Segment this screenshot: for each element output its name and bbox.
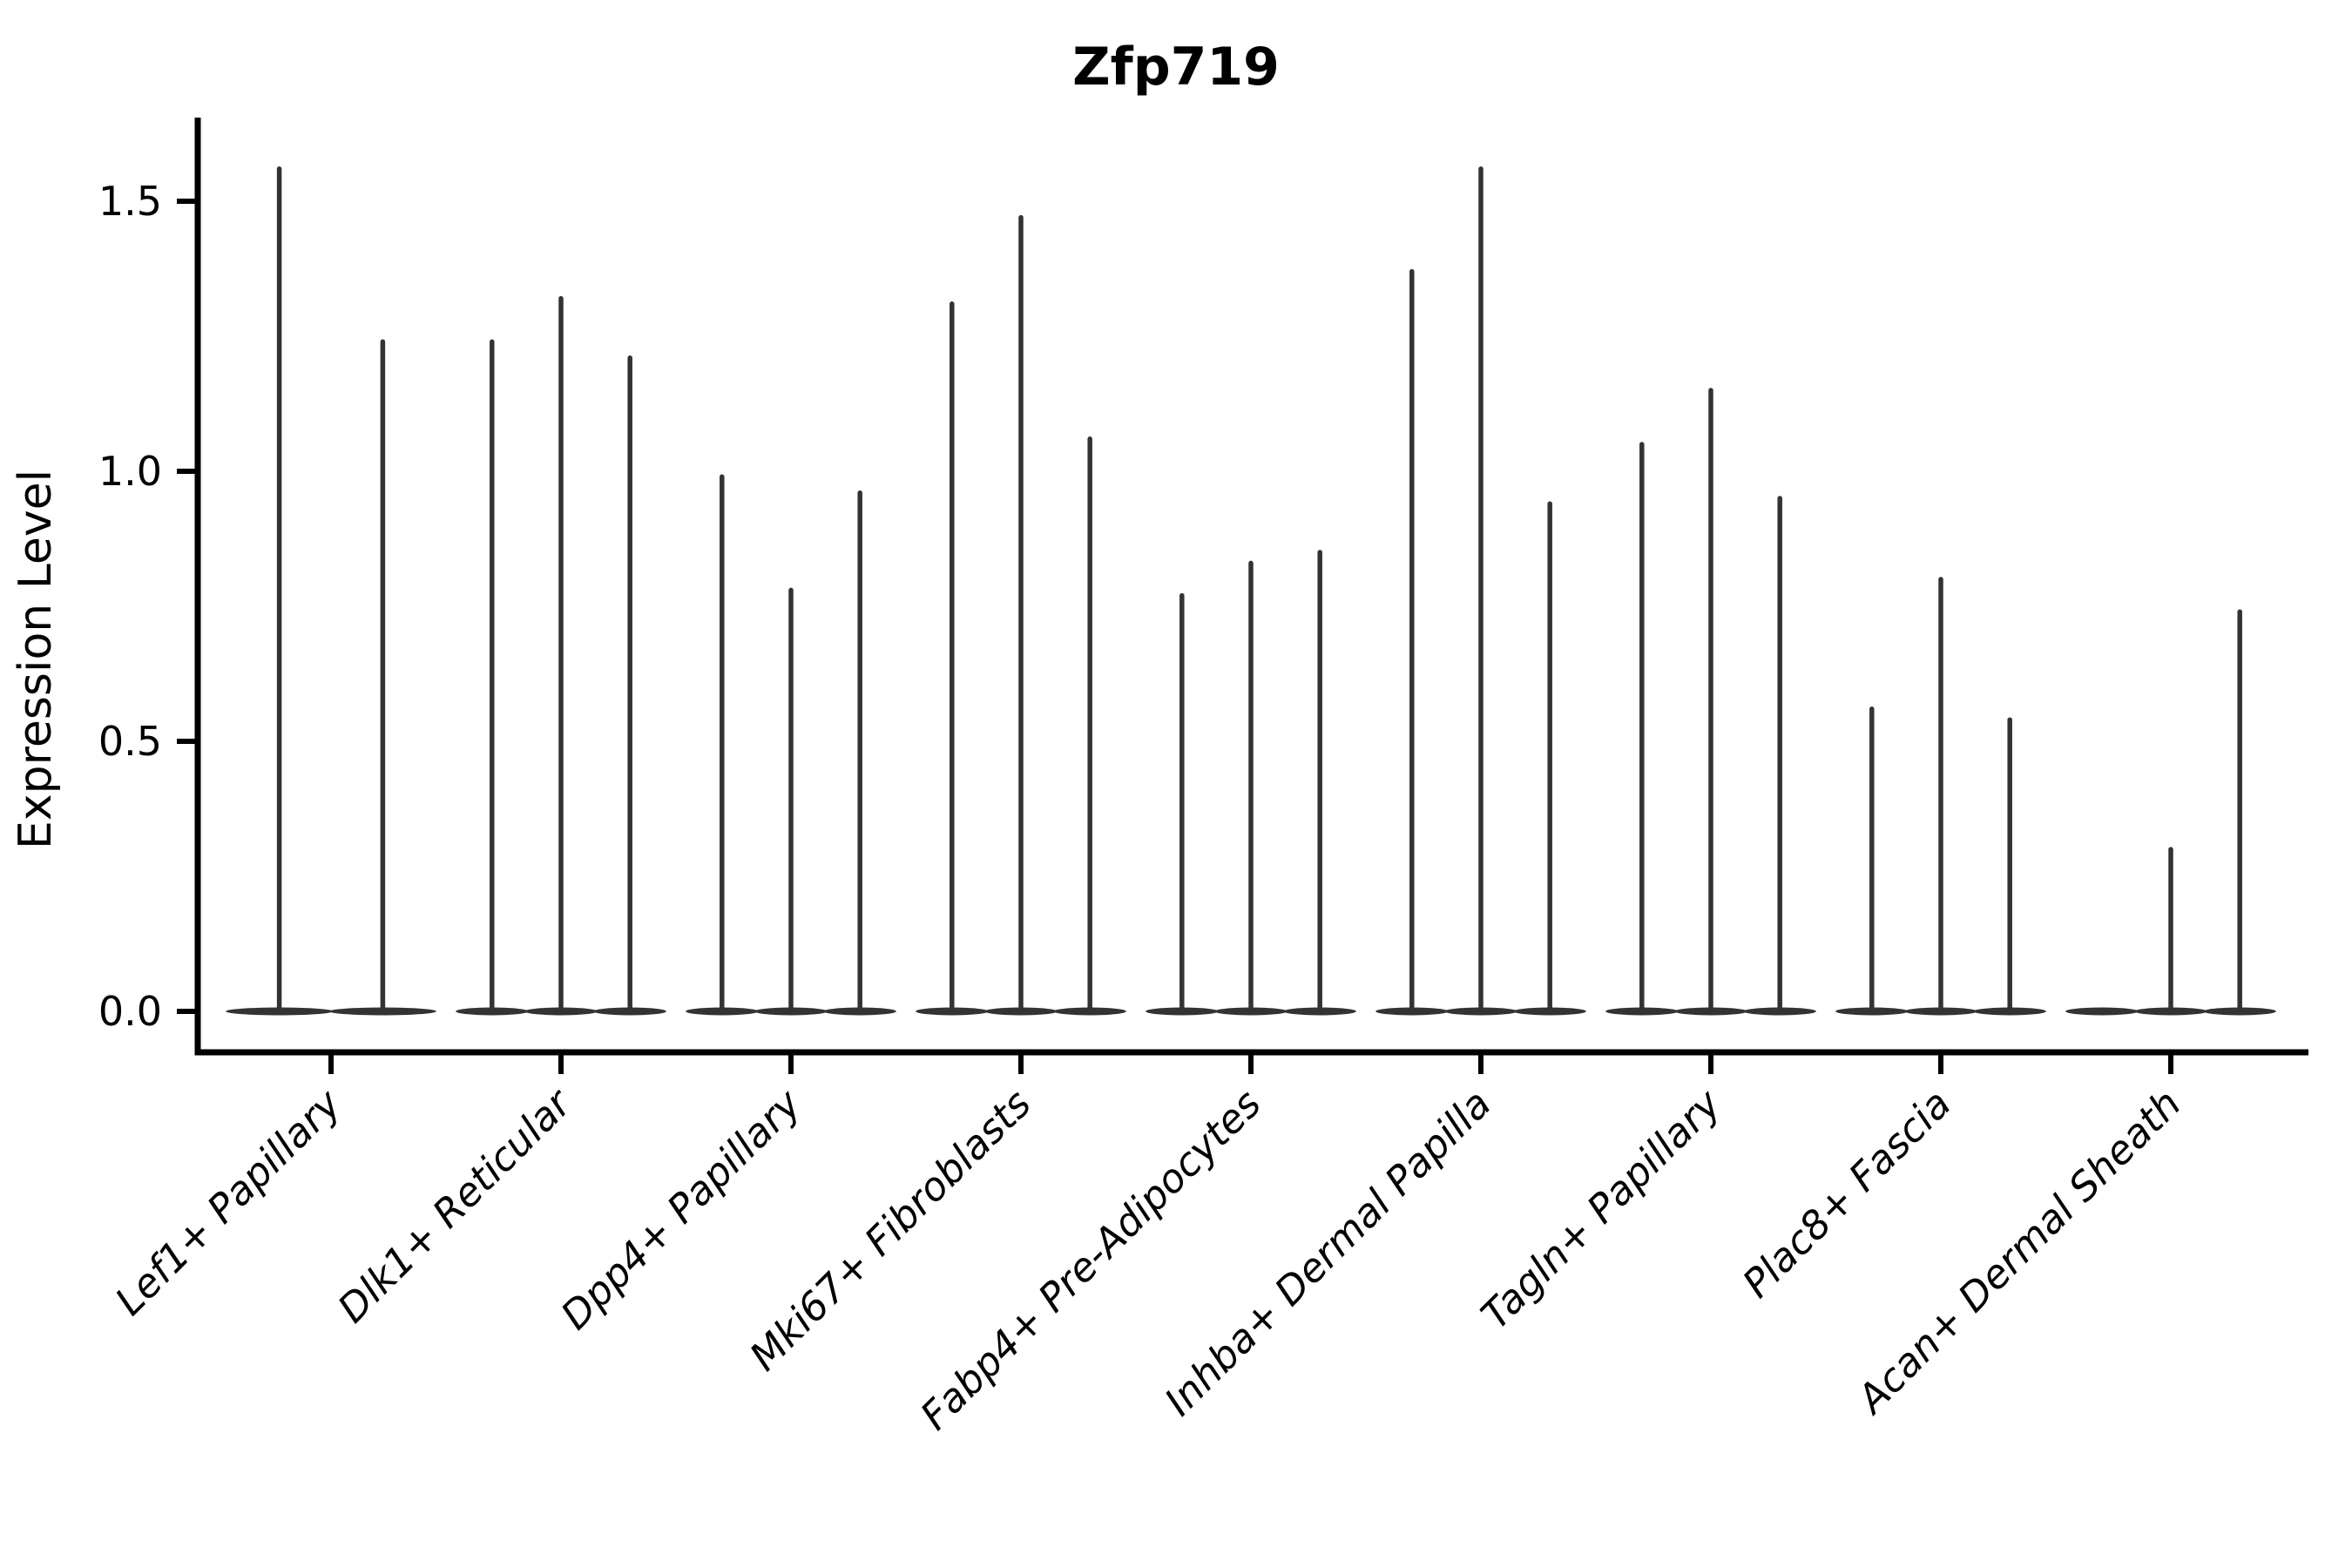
- y-axis-ticks: 0.0 0.5 1.0 1.5: [98, 178, 198, 1035]
- x-tick-label-2: Dpp4+ Papillary: [552, 1079, 811, 1338]
- plot-title: Zfp719: [1072, 37, 1280, 98]
- x-tick-label-1: Dlk1+ Reticular: [328, 1079, 581, 1332]
- violin-base-8-0: [2065, 1007, 2139, 1016]
- violin-group-7: [1835, 577, 2046, 1016]
- violin-group-6: [1605, 388, 1816, 1016]
- y-tick-label-2: 1.0: [98, 448, 162, 495]
- violin-group-3: [916, 214, 1126, 1016]
- y-tick-label-3: 1.5: [98, 178, 162, 225]
- violins-layer: [226, 166, 2276, 1016]
- x-tick-label-0: Lef1+ Papillary: [106, 1079, 351, 1324]
- x-tick-label-7: Plac8+ Fascia: [1734, 1080, 1960, 1307]
- y-tick-label-1: 0.5: [98, 718, 162, 765]
- violin-group-1: [456, 295, 666, 1016]
- y-axis-label: Expression Level: [10, 470, 62, 849]
- violin-group-4: [1146, 550, 1356, 1016]
- y-tick-label-0: 0.0: [98, 988, 162, 1035]
- violin-group-8: [2065, 609, 2276, 1016]
- violin-group-2: [686, 474, 896, 1016]
- x-tick-label-6: Tagln+ Papillary: [1472, 1079, 1731, 1338]
- violin-group-5: [1375, 166, 1586, 1016]
- violin-group-0: [226, 166, 436, 1016]
